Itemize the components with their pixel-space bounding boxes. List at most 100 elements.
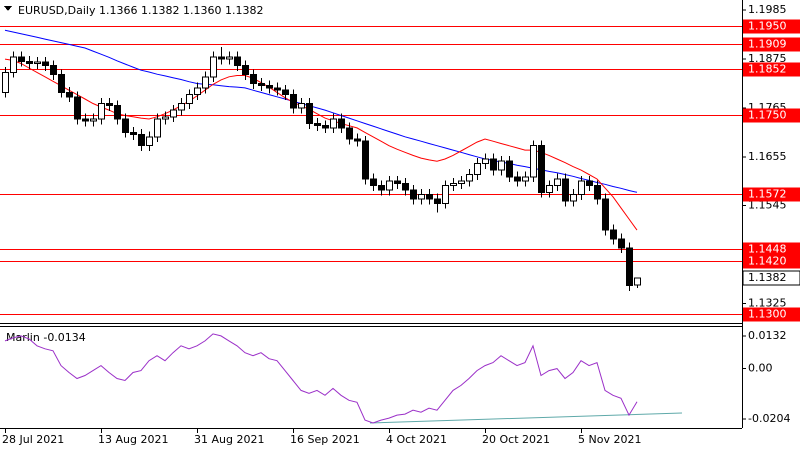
level-label: 1.1300 [748,308,787,321]
candle-body [490,158,497,171]
x-tick-label: 16 Sep 2021 [290,433,360,446]
candle-body [306,102,313,124]
candle-body [314,122,321,127]
y-tick-label: 1.1545 [748,199,787,212]
y-tick-label: 1.1985 [748,3,787,16]
indicator-trendline [369,412,683,424]
candle-body [466,174,473,182]
candle-body [594,185,601,200]
symbol: EURUSD,Daily [18,4,96,17]
indicator-y-tick-label: 0.0132 [748,329,787,342]
candle-body [522,176,529,182]
candle-body [458,180,465,184]
candle-body [82,118,89,122]
candle-body [514,176,521,182]
candle-body [426,194,433,200]
y-tick-label: 1.1325 [748,296,787,309]
x-tick-label: 31 Aug 2021 [194,433,264,446]
candle-body [178,102,185,111]
indicator-name: Marlin [6,331,40,344]
candle-body [546,185,553,193]
level-label: 1.1572 [748,188,787,201]
y-tick-label: 1.1655 [748,150,787,163]
candle-body [386,180,393,191]
candle-body [146,136,153,147]
candle-body [34,61,41,65]
level-tag [743,187,800,202]
candle-body [578,180,585,196]
candle-body [602,198,609,231]
candle-body [586,180,593,187]
candle-body [330,118,337,129]
candle-body [18,56,25,62]
level-label: 1.1852 [748,63,787,76]
level-tag [743,254,800,269]
candle-body [114,105,121,120]
close-value: 1.1382 [225,4,264,17]
candle-body [226,56,233,60]
candle-body [282,89,289,96]
candle-body [570,194,577,202]
candle-body [130,131,137,136]
candle-body [234,56,241,67]
low-value: 1.1360 [183,4,222,17]
candle-body [202,76,209,89]
level-tag [743,19,800,34]
candle-body [58,74,65,93]
candle-body [538,145,545,193]
candle-body [74,96,81,120]
candle-body [218,56,225,60]
indicator-y-tick-label: 0.00 [748,362,773,375]
price-tag-label: 1.1382 [748,271,787,284]
candle-body [322,125,329,129]
candle-body [258,82,265,87]
x-tick-label: 13 Aug 2021 [98,433,168,446]
candle-body [530,145,537,178]
candle-body [274,87,281,91]
candle-body [66,91,73,98]
candle-body [194,87,201,96]
candle-body [2,71,9,93]
menu-triangle [4,6,12,11]
level-label: 1.1420 [748,255,787,268]
candle-body [410,189,417,200]
candle-body [450,182,457,187]
x-tick-label: 28 Jul 2021 [2,433,64,446]
candle-body [378,185,385,191]
x-tick-label: 5 Nov 2021 [578,433,641,446]
candle-body [42,61,49,67]
level-tag [743,37,800,52]
candle-body [394,180,401,184]
candle-body [26,60,33,65]
candle-body [626,247,633,287]
candle-body [106,102,113,107]
candle-body [434,198,441,204]
candle-body [634,277,641,286]
indicator-value: -0.0134 [43,331,85,344]
y-tick-label: 1.1875 [748,52,787,65]
candle-body [354,138,361,142]
level-label: 1.1909 [748,38,787,51]
level-tag [743,108,800,123]
candle-body [170,109,177,118]
x-tick-label: 20 Oct 2021 [482,433,550,446]
candle-body [186,94,193,104]
high-value: 1.1382 [141,4,180,17]
candle-body [554,178,561,187]
candle-body [506,160,513,178]
candle-body [50,65,57,76]
candle-body [154,118,161,138]
open-value: 1.1366 [99,4,138,17]
candle-body [442,185,449,204]
candle-body [210,56,217,78]
candle-body [90,118,97,122]
level-label: 1.1950 [748,20,787,33]
candle-body [298,102,305,109]
candle-body [418,194,425,200]
level-tag [743,62,800,77]
candle-body [610,229,617,240]
indicator-header: Marlin -0.0134 [6,331,86,344]
